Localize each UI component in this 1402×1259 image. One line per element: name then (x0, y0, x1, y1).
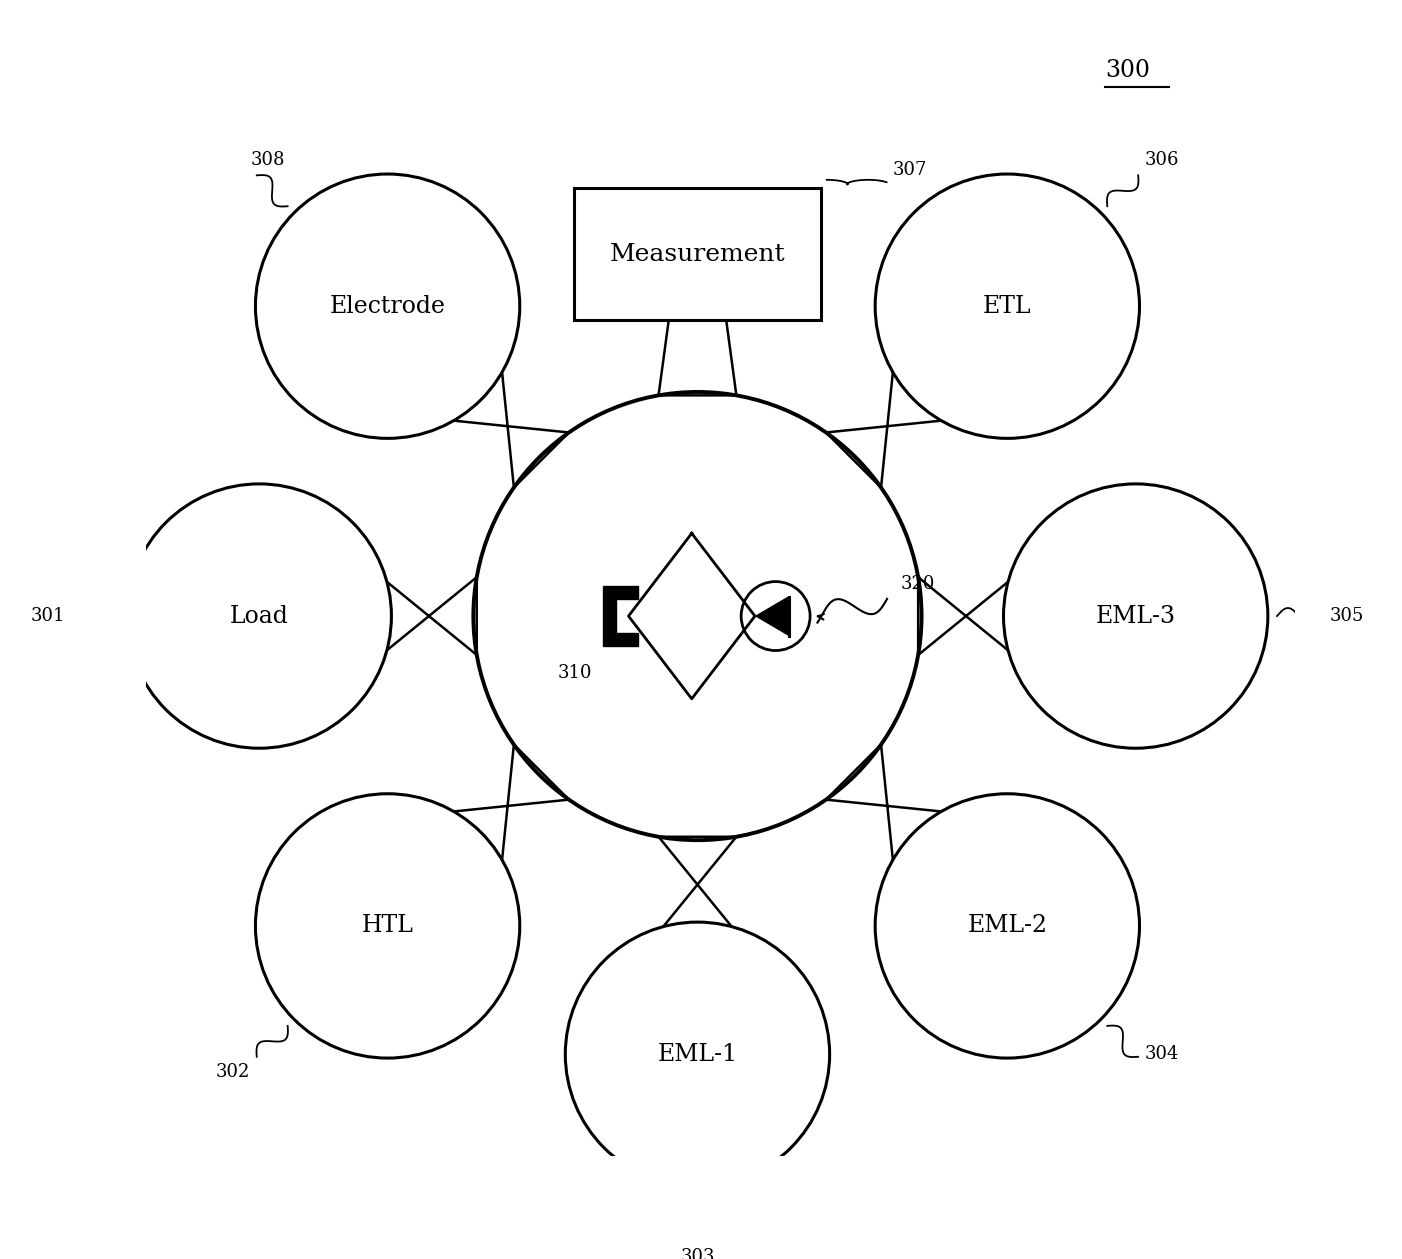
Text: 302: 302 (216, 1064, 251, 1081)
Circle shape (875, 174, 1140, 438)
Text: 301: 301 (31, 607, 64, 624)
Text: 304: 304 (1144, 1045, 1179, 1064)
Text: 305: 305 (1330, 607, 1364, 624)
Text: EML-2: EML-2 (967, 914, 1047, 938)
Polygon shape (454, 373, 569, 487)
Circle shape (1004, 483, 1267, 748)
Circle shape (255, 174, 520, 438)
Text: EML-1: EML-1 (658, 1042, 737, 1066)
Polygon shape (603, 587, 638, 646)
Text: 300: 300 (1105, 59, 1151, 82)
Text: 320: 320 (901, 575, 935, 593)
Polygon shape (659, 320, 736, 395)
Text: Measurement: Measurement (610, 243, 785, 266)
Polygon shape (826, 744, 941, 860)
Text: 310: 310 (557, 665, 592, 682)
Polygon shape (826, 373, 941, 487)
Text: HTL: HTL (362, 914, 414, 938)
Circle shape (742, 582, 810, 651)
Polygon shape (659, 837, 736, 927)
Text: Electrode: Electrode (329, 295, 446, 317)
Text: ETL: ETL (983, 295, 1032, 317)
Polygon shape (628, 534, 754, 699)
Text: 307: 307 (892, 161, 927, 179)
Text: EML-3: EML-3 (1096, 604, 1176, 627)
Text: 306: 306 (1144, 151, 1179, 169)
Polygon shape (918, 577, 1008, 655)
Circle shape (255, 793, 520, 1058)
FancyBboxPatch shape (573, 188, 822, 320)
Circle shape (128, 483, 391, 748)
Text: Load: Load (230, 604, 289, 627)
Text: 303: 303 (680, 1249, 715, 1259)
Polygon shape (454, 744, 569, 860)
Text: 308: 308 (251, 151, 285, 169)
Polygon shape (756, 597, 789, 636)
Circle shape (875, 793, 1140, 1058)
Circle shape (565, 922, 830, 1186)
Polygon shape (387, 577, 477, 655)
Circle shape (474, 392, 921, 840)
